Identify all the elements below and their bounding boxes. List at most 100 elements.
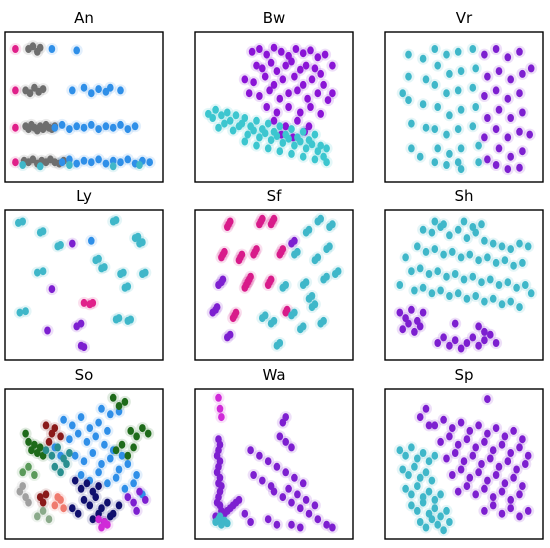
data-point xyxy=(495,144,503,153)
data-point xyxy=(80,123,88,132)
data-point xyxy=(484,155,491,164)
data-point xyxy=(48,451,56,460)
data-point xyxy=(443,50,450,59)
data-point xyxy=(416,152,424,161)
data-point xyxy=(446,111,453,120)
data-point xyxy=(481,336,488,345)
data-point xyxy=(264,457,272,466)
data-point xyxy=(104,520,111,529)
data-point xyxy=(69,86,76,95)
data-point xyxy=(92,493,99,502)
data-point xyxy=(42,446,50,455)
data-point xyxy=(416,264,424,273)
data-point xyxy=(264,119,272,128)
data-point xyxy=(51,123,59,132)
data-point xyxy=(139,424,146,433)
data-point xyxy=(12,45,19,53)
data-point xyxy=(95,482,102,491)
data-point xyxy=(507,152,514,161)
data-point xyxy=(507,75,514,84)
data-point xyxy=(288,57,295,66)
data-point xyxy=(526,130,533,139)
data-point xyxy=(416,322,424,331)
data-point xyxy=(501,256,509,265)
data-point xyxy=(51,501,59,510)
scatter-panel-3: Ly xyxy=(4,187,164,361)
data-point xyxy=(405,72,412,81)
data-point xyxy=(45,437,53,446)
data-point xyxy=(408,305,415,314)
data-point xyxy=(232,111,240,120)
data-point xyxy=(422,247,430,256)
data-point xyxy=(118,451,126,460)
data-point xyxy=(317,214,325,223)
data-point xyxy=(399,89,407,98)
data-point xyxy=(80,343,88,352)
data-point xyxy=(334,267,342,276)
data-point xyxy=(288,149,295,158)
data-point xyxy=(405,471,412,479)
data-point xyxy=(408,267,415,276)
data-point xyxy=(487,454,494,463)
data-point xyxy=(416,473,424,482)
data-point xyxy=(95,85,102,94)
data-point xyxy=(36,443,44,452)
data-point xyxy=(469,223,477,231)
data-point xyxy=(51,424,59,433)
data-point xyxy=(504,94,512,103)
data-point xyxy=(501,479,509,488)
scatter-panel-2: Vr xyxy=(384,9,544,183)
data-point xyxy=(45,515,53,524)
data-point xyxy=(308,140,316,149)
data-point xyxy=(469,45,477,53)
data-point xyxy=(305,225,313,234)
data-point xyxy=(434,339,442,347)
data-point xyxy=(39,227,47,236)
data-point xyxy=(472,443,480,452)
data-point xyxy=(431,125,439,134)
data-point xyxy=(92,432,99,441)
data-point xyxy=(253,141,260,150)
data-point xyxy=(264,515,272,524)
data-point xyxy=(440,250,447,259)
data-point xyxy=(25,498,32,507)
data-point xyxy=(120,268,127,277)
data-point xyxy=(86,501,94,510)
data-point xyxy=(104,426,111,435)
data-point xyxy=(475,158,482,167)
data-point xyxy=(454,86,462,95)
data-point xyxy=(419,308,427,317)
data-point xyxy=(245,89,253,98)
data-point xyxy=(489,294,497,303)
data-point xyxy=(29,42,37,51)
data-point xyxy=(19,482,27,491)
data-point xyxy=(58,158,66,167)
data-point xyxy=(396,308,404,317)
data-point xyxy=(276,147,284,156)
data-point xyxy=(212,105,219,114)
data-point xyxy=(276,432,284,441)
data-point xyxy=(31,471,38,479)
data-point xyxy=(136,487,143,496)
data-point xyxy=(475,141,482,150)
data-point xyxy=(466,250,474,259)
data-point xyxy=(304,94,311,103)
data-point xyxy=(238,250,246,259)
data-point xyxy=(80,457,88,466)
data-point xyxy=(248,47,256,56)
data-point xyxy=(39,498,47,507)
data-point xyxy=(495,281,503,289)
data-point xyxy=(224,108,231,117)
data-point xyxy=(226,217,234,226)
data-point xyxy=(80,495,88,504)
data-point xyxy=(425,487,433,496)
data-point xyxy=(26,89,34,98)
data-point xyxy=(109,162,117,171)
data-point xyxy=(270,80,278,89)
data-point xyxy=(232,308,240,317)
data-point xyxy=(133,506,140,515)
data-point xyxy=(419,498,427,507)
data-point xyxy=(481,506,488,515)
data-point xyxy=(216,404,224,413)
data-point xyxy=(95,125,102,134)
